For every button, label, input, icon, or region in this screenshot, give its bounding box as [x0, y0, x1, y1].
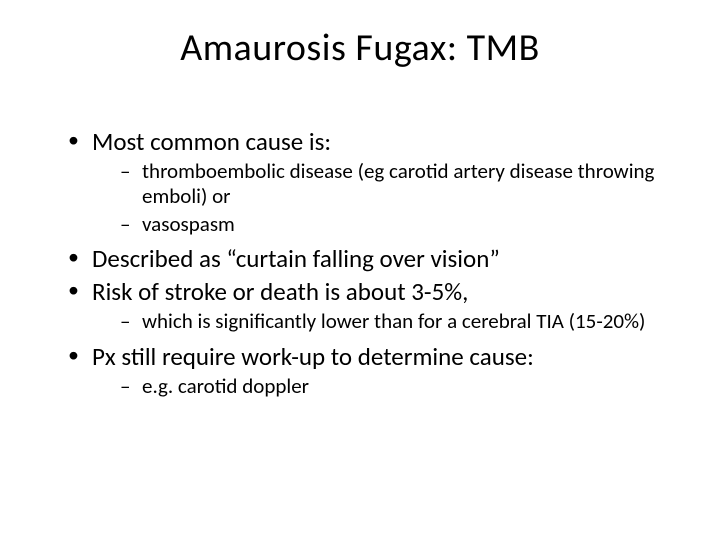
bullet-text: Px still require work-up to determine ca… — [92, 341, 534, 372]
sub-bullet-text: thromboembolic disease (eg carotid arter… — [142, 158, 654, 209]
bullet-text: Most common cause is: — [92, 126, 331, 157]
sub-bullet-item: vasospasm — [120, 212, 670, 237]
sub-bullet-list: which is significantly lower than for a … — [92, 309, 670, 334]
sub-bullet-item: which is significantly lower than for a … — [120, 309, 670, 334]
bullet-text: Risk of stroke or death is about 3-5%, — [92, 276, 468, 307]
bullet-text: Described as “curtain falling over visio… — [92, 243, 500, 274]
slide: Amaurosis Fugax: TMB Most common cause i… — [0, 0, 720, 540]
sub-bullet-text: vasospasm — [142, 211, 235, 237]
bullet-item: Px still require work-up to determine ca… — [68, 341, 670, 399]
sub-bullet-list: thromboembolic disease (eg carotid arter… — [92, 159, 670, 237]
sub-bullet-item: thromboembolic disease (eg carotid arter… — [120, 159, 670, 209]
bullet-item: Most common cause is: thromboembolic dis… — [68, 126, 670, 237]
slide-title: Amaurosis Fugax: TMB — [50, 25, 670, 71]
sub-bullet-text: which is significantly lower than for a … — [142, 308, 645, 334]
sub-bullet-text: e.g. carotid doppler — [142, 373, 309, 399]
bullet-item: Described as “curtain falling over visio… — [68, 243, 670, 274]
bullet-item: Risk of stroke or death is about 3-5%, w… — [68, 276, 670, 334]
sub-bullet-list: e.g. carotid doppler — [92, 374, 670, 399]
sub-bullet-item: e.g. carotid doppler — [120, 374, 670, 399]
bullet-list: Most common cause is: thromboembolic dis… — [50, 126, 670, 399]
